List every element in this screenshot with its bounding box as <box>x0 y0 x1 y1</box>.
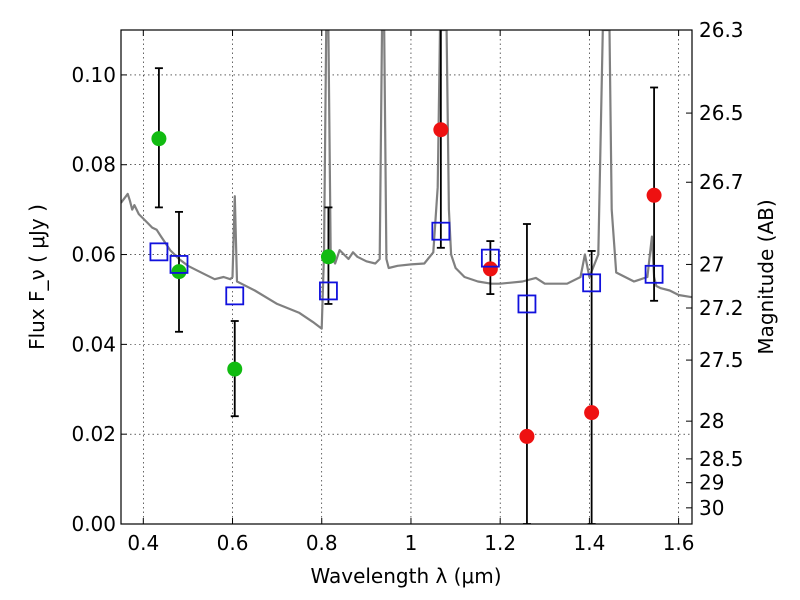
data-point <box>227 361 243 377</box>
data-point <box>151 131 167 147</box>
model-point <box>644 264 664 284</box>
model-point <box>225 286 245 306</box>
x-tick-label: 1.2 <box>484 531 516 555</box>
x-tick-label: 0.8 <box>306 531 338 555</box>
right-tick-label: 27.5 <box>699 348 744 372</box>
data-point <box>482 261 498 277</box>
data-point <box>519 428 535 444</box>
data-point <box>646 187 662 203</box>
right-tick-label: 28.5 <box>699 447 744 471</box>
y-axis-label: Flux F_ν ( μJy ) <box>25 204 49 350</box>
x-axis-label: Wavelength λ (μm) <box>310 564 501 588</box>
data-point <box>320 249 336 265</box>
model-point <box>319 281 338 301</box>
x-tick-label: 0.4 <box>127 531 159 555</box>
y-tick-label: 0.06 <box>71 243 116 267</box>
right-axis-label: Magnitude (AB) <box>754 199 778 354</box>
model-point <box>582 273 602 293</box>
model-point <box>431 221 451 241</box>
model-point <box>149 242 169 262</box>
model-point <box>480 248 500 268</box>
data-point <box>584 405 600 421</box>
right-tick-label: 27.2 <box>699 296 744 320</box>
model-point <box>169 255 189 274</box>
right-tick-label: 26.7 <box>699 170 744 194</box>
x-tick-label: 1.6 <box>663 531 695 555</box>
y-tick-label: 0.10 <box>71 63 116 87</box>
y-tick-label: 0.02 <box>71 422 116 446</box>
y-tick-label: 0.08 <box>71 153 116 177</box>
right-tick-label: 30 <box>699 496 724 520</box>
data-point <box>433 122 449 138</box>
x-tick-label: 1 <box>405 531 418 555</box>
right-tick-label: 26.3 <box>699 18 744 42</box>
x-tick-label: 0.6 <box>217 531 249 555</box>
right-tick-label: 29 <box>699 471 724 495</box>
data-markers <box>149 122 664 444</box>
plot-frame <box>120 29 693 525</box>
y-tick-label: 0.04 <box>71 332 116 356</box>
axis-ticks: 0.4 0.6 0.8 1 1.2 1.4 1.6 0.00 0.02 0.04 0.06 0.08 0… <box>71 18 743 555</box>
x-tick-label: 1.4 <box>573 531 605 555</box>
right-tick-label: 26.5 <box>699 101 744 125</box>
right-tick-label: 27 <box>699 252 724 276</box>
right-tick-label: 28 <box>699 409 724 433</box>
y-tick-label: 0.00 <box>71 512 116 536</box>
model-point <box>517 294 537 314</box>
data-point <box>171 264 187 280</box>
